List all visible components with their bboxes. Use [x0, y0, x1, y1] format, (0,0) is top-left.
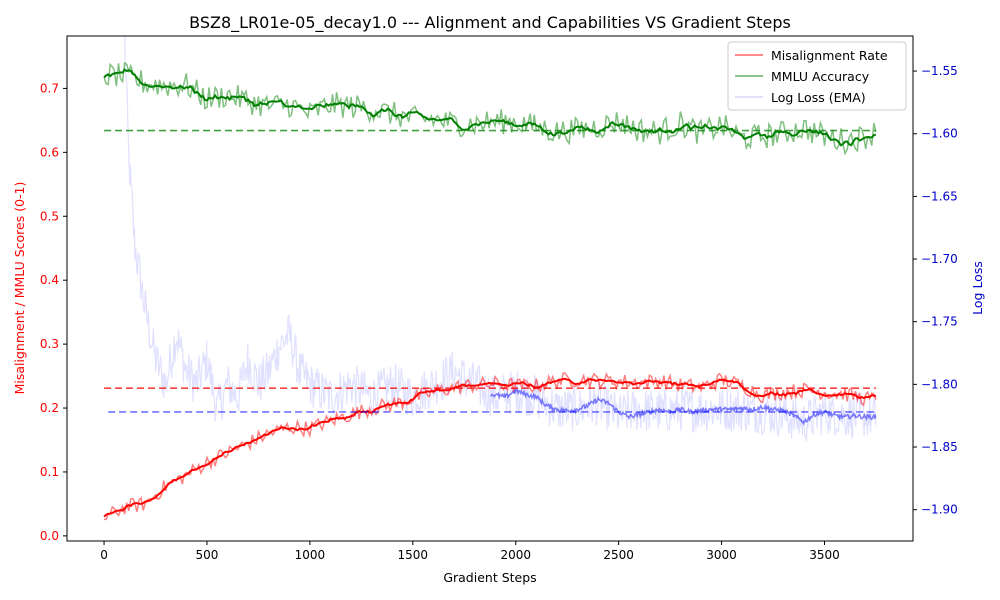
- plot-area: [103, 35, 877, 521]
- legend-label-misalignment: Misalignment Rate: [771, 48, 888, 63]
- x-tick-label: 3000: [706, 548, 737, 562]
- y-right-tick-label: −1.90: [921, 503, 958, 517]
- x-tick-label: 1000: [295, 548, 326, 562]
- y-left-tick-label: 0.1: [40, 465, 59, 479]
- x-tick-label: 1500: [398, 548, 429, 562]
- y-axis-left-label: Misalignment / MMLU Scores (0-1): [12, 182, 27, 395]
- chart-title: BSZ8_LR01e-05_decay1.0 --- Alignment and…: [189, 13, 791, 33]
- x-tick-label: 500: [196, 548, 219, 562]
- legend-box: [727, 41, 907, 111]
- y-left-tick-label: 0.7: [40, 81, 59, 95]
- y-right-tick-label: −1.85: [921, 440, 958, 454]
- y-right-tick-label: −1.70: [921, 252, 958, 266]
- x-tick-label: 2500: [603, 548, 634, 562]
- legend-label-loss: Log Loss (EMA): [771, 90, 866, 105]
- y-left-tick-label: 0.2: [40, 401, 59, 415]
- x-tick-label: 2000: [500, 548, 531, 562]
- legend: Misalignment Rate MMLU Accuracy Log Loss…: [727, 41, 907, 111]
- y-left-tick-label: 0.0: [40, 529, 59, 543]
- x-axis: 0 500 1000 1500 2000 2500 3000 3500: [100, 541, 840, 562]
- y-left-tick-label: 0.5: [40, 209, 59, 223]
- x-axis-label: Gradient Steps: [443, 570, 536, 585]
- x-tick-label: 0: [100, 548, 108, 562]
- mmlu-smoothed-line: [103, 68, 877, 147]
- misalignment-smoothed-line: [103, 377, 877, 518]
- loss-raw-line: [124, 35, 877, 442]
- x-tick-label: 3500: [809, 548, 840, 562]
- y-left-tick-label: 0.6: [40, 145, 59, 159]
- legend-label-mmlu: MMLU Accuracy: [771, 69, 870, 84]
- y-axis-left: 0.0 0.1 0.2 0.3 0.4 0.5 0.6 0.7: [40, 81, 67, 543]
- mmlu-raw-line: [103, 61, 877, 156]
- plot-frame: [66, 35, 914, 542]
- y-right-tick-label: −1.80: [921, 377, 958, 391]
- loss-ema-line: [490, 386, 877, 426]
- y-right-tick-label: −1.55: [921, 64, 958, 78]
- y-right-tick-label: −1.65: [921, 189, 958, 203]
- y-axis-right: −1.90 −1.85 −1.80 −1.75 −1.70 −1.65 −1.60 −1.55: [913, 64, 958, 517]
- y-axis-right-label: Log Loss: [970, 261, 985, 315]
- y-left-tick-label: 0.4: [40, 273, 59, 287]
- y-right-tick-label: −1.60: [921, 127, 958, 141]
- y-right-tick-label: −1.75: [921, 315, 958, 329]
- y-left-tick-label: 0.3: [40, 337, 59, 351]
